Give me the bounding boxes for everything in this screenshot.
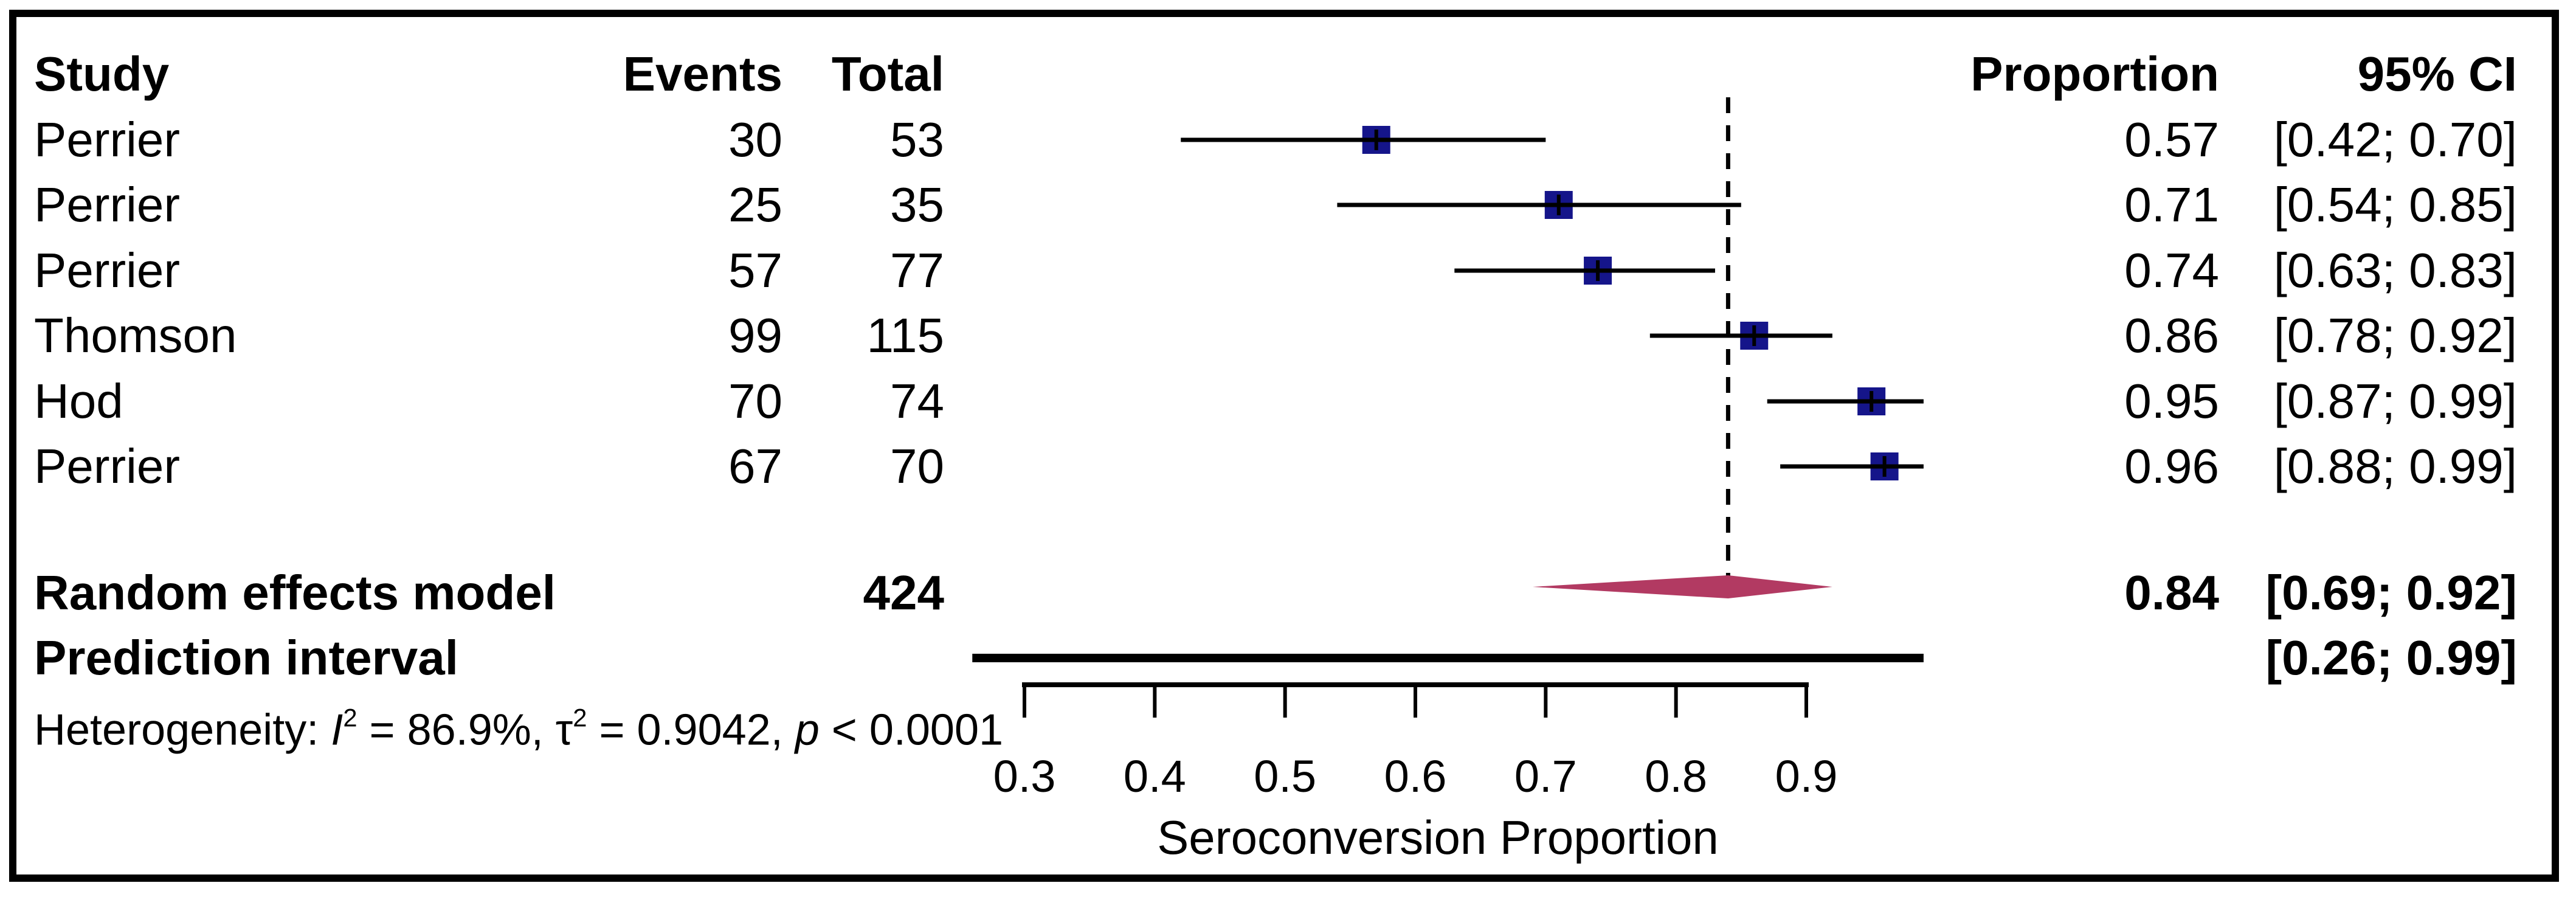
column-header-study: Study [34,47,170,101]
x-axis-tick-label: 0.7 [1514,751,1577,802]
proportion-value: 0.74 [2124,243,2219,297]
ci-value: [0.63; 0.83] [2273,243,2517,297]
i-squared-symbol: I [331,705,344,755]
random-effects-total: 424 [863,566,944,620]
x-axis-tick-label: 0.4 [1123,751,1186,802]
x-axis-tick-label: 0.8 [1645,751,1708,802]
random-effects-proportion: 0.84 [2124,566,2219,620]
total-value: 35 [890,178,944,232]
ci-value: [0.54; 0.85] [2273,178,2517,232]
heterogeneity-prefix: Heterogeneity: [34,705,331,755]
total-value: 70 [890,439,944,493]
events-value: 67 [728,439,782,493]
events-value: 30 [728,113,782,167]
x-axis-tick-label: 0.3 [993,751,1056,802]
study-name: Perrier [34,178,181,232]
random-effects-ci: [0.69; 0.92] [2265,566,2517,620]
tau-squared-symbol: τ [555,705,573,755]
events-value: 99 [728,308,782,362]
column-header-events: Events [623,47,782,101]
x-axis-title: Seroconversion Proportion [1157,811,1719,864]
column-header-ci: 95% CI [2357,47,2517,101]
proportion-value: 0.86 [2124,308,2219,362]
events-value: 70 [728,374,782,428]
i-squared-value: = 86.9%, [357,705,556,755]
summary-diamond [1532,575,1832,598]
tau-squared-value: = 0.9042, [587,705,795,755]
p-value: < 0.0001 [819,705,1004,755]
x-axis-tick-label: 0.6 [1384,751,1447,802]
ci-value: [0.87; 0.99] [2273,374,2517,428]
study-name: Hod [34,374,123,428]
events-value: 57 [728,243,782,297]
ci-value: [0.78; 0.92] [2273,308,2517,362]
proportion-value: 0.71 [2124,178,2219,232]
ci-value: [0.42; 0.70] [2273,113,2517,167]
heterogeneity-note: Heterogeneity: I2 = 86.9%, τ2 = 0.9042, … [34,705,1003,752]
study-name: Perrier [34,113,181,167]
study-name: Thomson [34,308,237,362]
i-squared-exponent: 2 [343,703,357,732]
total-value: 77 [890,243,944,297]
total-value: 53 [890,113,944,167]
ci-value: [0.88; 0.99] [2273,439,2517,493]
total-value: 74 [890,374,944,428]
study-name: Perrier [34,243,181,297]
proportion-value: 0.57 [2124,113,2219,167]
events-value: 25 [728,178,782,232]
column-header-proportion: Proportion [1970,47,2219,101]
random-effects-label: Random effects model [34,566,556,620]
column-header-total: Total [831,47,944,101]
total-value: 115 [866,308,944,362]
proportion-value: 0.96 [2124,439,2219,493]
p-symbol: p [795,705,820,755]
prediction-interval-ci: [0.26; 0.99] [2265,631,2517,685]
prediction-interval-label: Prediction interval [34,631,458,685]
x-axis-tick-label: 0.5 [1254,751,1317,802]
study-name: Perrier [34,439,181,493]
x-axis-tick-label: 0.9 [1775,751,1838,802]
proportion-value: 0.95 [2124,374,2219,428]
tau-squared-exponent: 2 [573,703,587,732]
